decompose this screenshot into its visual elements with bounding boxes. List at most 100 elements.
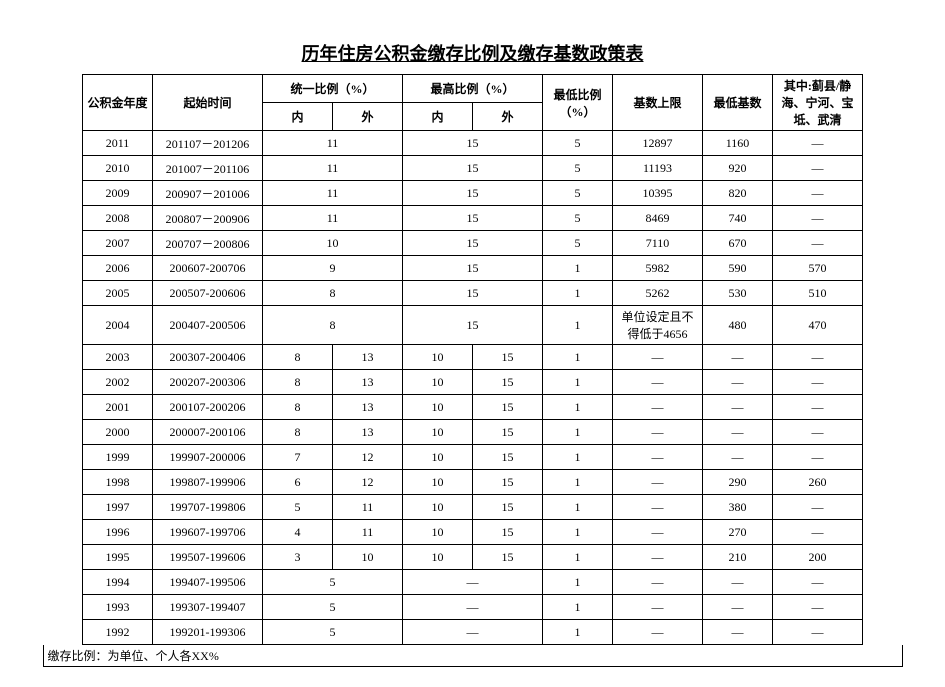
- cell-year: 1997: [83, 495, 153, 520]
- cell-bmin: —: [703, 620, 773, 645]
- cell-bmax: —: [613, 595, 703, 620]
- cell-period: 199507-199606: [153, 545, 263, 570]
- cell-year: 2003: [83, 345, 153, 370]
- cell-period: 200707－200806: [153, 231, 263, 256]
- cell-year: 1993: [83, 595, 153, 620]
- cell-m-in: 10: [403, 395, 473, 420]
- cell-dist: —: [773, 345, 863, 370]
- cell-u-in: 8: [263, 345, 333, 370]
- cell-min: 5: [543, 206, 613, 231]
- cell-min: 5: [543, 156, 613, 181]
- cell-period: 200207-200306: [153, 370, 263, 395]
- cell-year: 2005: [83, 281, 153, 306]
- cell-dist: —: [773, 206, 863, 231]
- cell-dist: —: [773, 156, 863, 181]
- cell-max: 15: [403, 131, 543, 156]
- cell-dist: 570: [773, 256, 863, 281]
- cell-unified: 11: [263, 131, 403, 156]
- cell-u-out: 10: [333, 545, 403, 570]
- table-row: 1994199407-1995065—1———: [83, 570, 863, 595]
- cell-bmin: 210: [703, 545, 773, 570]
- cell-period: 200507-200606: [153, 281, 263, 306]
- cell-min: 1: [543, 570, 613, 595]
- cell-dist: —: [773, 570, 863, 595]
- cell-bmax: 10395: [613, 181, 703, 206]
- cell-dist: —: [773, 595, 863, 620]
- cell-m-in: 10: [403, 520, 473, 545]
- cell-dist: —: [773, 420, 863, 445]
- table-body: 2011201107－20120611155128971160—20102010…: [83, 131, 863, 645]
- table-row: 1992199201-1993065—1———: [83, 620, 863, 645]
- cell-period: 200307-200406: [153, 345, 263, 370]
- cell-year: 1999: [83, 445, 153, 470]
- cell-year: 2008: [83, 206, 153, 231]
- cell-period: 200107-200206: [153, 395, 263, 420]
- cell-u-out: 13: [333, 370, 403, 395]
- cell-m-out: 15: [473, 545, 543, 570]
- col-year: 公积金年度: [83, 75, 153, 131]
- cell-min: 1: [543, 520, 613, 545]
- cell-bmax: —: [613, 420, 703, 445]
- table-row: 1995199507-19960631010151—210200: [83, 545, 863, 570]
- col-period: 起始时间: [153, 75, 263, 131]
- cell-bmin: 530: [703, 281, 773, 306]
- cell-bmin: 920: [703, 156, 773, 181]
- cell-bmin: —: [703, 420, 773, 445]
- cell-bmax: —: [613, 470, 703, 495]
- cell-period: 200007-200106: [153, 420, 263, 445]
- cell-bmin: 290: [703, 470, 773, 495]
- cell-u-in: 4: [263, 520, 333, 545]
- cell-bmax: —: [613, 395, 703, 420]
- cell-min: 1: [543, 256, 613, 281]
- cell-bmax: 单位设定且不得低于4656: [613, 306, 703, 345]
- cell-m-out: 15: [473, 345, 543, 370]
- cell-dist: —: [773, 370, 863, 395]
- cell-u-in: 8: [263, 395, 333, 420]
- cell-year: 2010: [83, 156, 153, 181]
- cell-year: 2001: [83, 395, 153, 420]
- cell-u-out: 11: [333, 520, 403, 545]
- cell-year: 1994: [83, 570, 153, 595]
- cell-u-out: 12: [333, 470, 403, 495]
- cell-year: 2007: [83, 231, 153, 256]
- cell-bmin: 270: [703, 520, 773, 545]
- cell-min: 1: [543, 281, 613, 306]
- cell-bmin: 480: [703, 306, 773, 345]
- cell-bmax: —: [613, 520, 703, 545]
- col-basemin: 最低基数: [703, 75, 773, 131]
- cell-m-in: 10: [403, 545, 473, 570]
- cell-year: 1992: [83, 620, 153, 645]
- cell-year: 2009: [83, 181, 153, 206]
- cell-bmin: 590: [703, 256, 773, 281]
- cell-bmin: 740: [703, 206, 773, 231]
- cell-dist: 200: [773, 545, 863, 570]
- cell-u-in: 6: [263, 470, 333, 495]
- table-row: 2011201107－20120611155128971160—: [83, 131, 863, 156]
- cell-u-in: 8: [263, 370, 333, 395]
- cell-m-out: 15: [473, 445, 543, 470]
- cell-period: 200607-200706: [153, 256, 263, 281]
- cell-bmin: 670: [703, 231, 773, 256]
- cell-u-in: 8: [263, 420, 333, 445]
- cell-bmin: —: [703, 570, 773, 595]
- table-row: 1999199907-20000671210151———: [83, 445, 863, 470]
- cell-bmax: —: [613, 495, 703, 520]
- cell-min: 1: [543, 345, 613, 370]
- cell-bmax: —: [613, 570, 703, 595]
- cell-bmin: —: [703, 370, 773, 395]
- cell-max: —: [403, 570, 543, 595]
- cell-m-in: 10: [403, 445, 473, 470]
- cell-u-out: 12: [333, 445, 403, 470]
- cell-dist: 510: [773, 281, 863, 306]
- cell-bmax: —: [613, 445, 703, 470]
- table-row: 2005200507-20060681515262530510: [83, 281, 863, 306]
- cell-year: 2004: [83, 306, 153, 345]
- cell-unified: 11: [263, 181, 403, 206]
- cell-min: 1: [543, 395, 613, 420]
- col-max: 最高比例（%）: [403, 75, 543, 103]
- cell-year: 1998: [83, 470, 153, 495]
- cell-min: 1: [543, 420, 613, 445]
- cell-m-out: 15: [473, 470, 543, 495]
- cell-dist: —: [773, 131, 863, 156]
- cell-u-out: 13: [333, 395, 403, 420]
